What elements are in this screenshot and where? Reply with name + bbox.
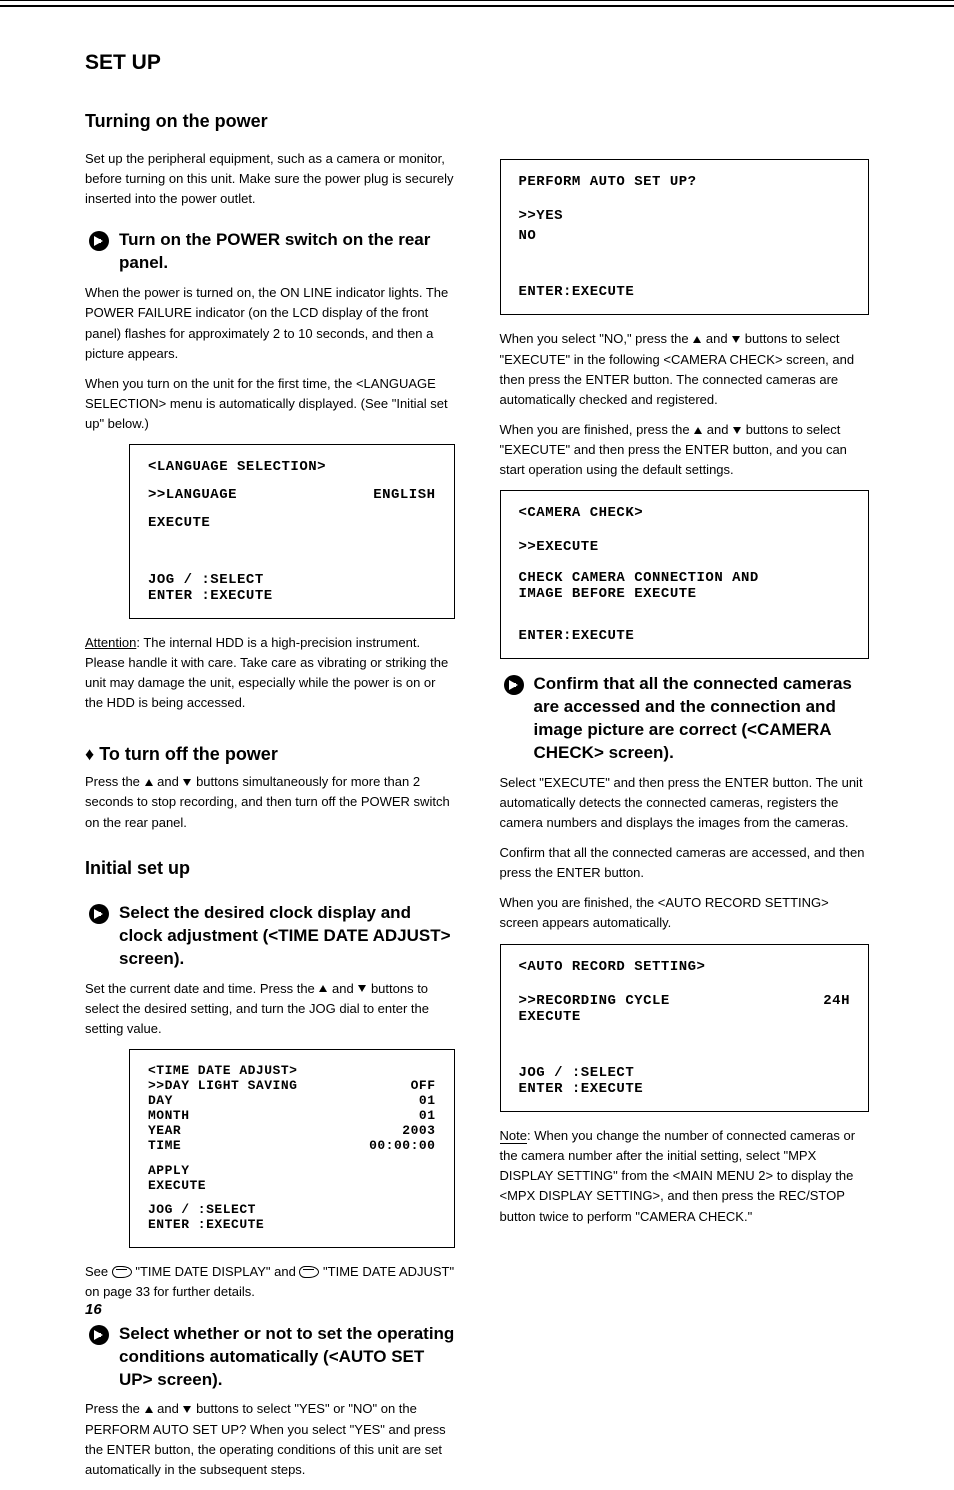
- asu-footer: ENTER:EXECUTE: [519, 284, 851, 300]
- langbox-title: <LANGUAGE SELECTION>: [148, 459, 436, 475]
- camera-check-screen: <CAMERA CHECK> >>EXECUTE CHECK CAMERA CO…: [500, 490, 870, 658]
- step4-label: Confirm that all the connected cameras a…: [534, 673, 870, 765]
- ars-recycle-val: 24H: [823, 993, 850, 1009]
- step-1: Turn on the POWER switch on the rear pan…: [85, 227, 455, 275]
- step3-text: Press the and buttons to select "YES" or…: [85, 1399, 455, 1480]
- timebox-apply: APPLY: [148, 1164, 436, 1179]
- time-date-adjust-screen: <TIME DATE ADJUST> >>DAY LIGHT SAVING OFF…: [129, 1049, 455, 1248]
- language-selection-screen: <LANGUAGE SELECTION> >>LANGUAGE ENGLISH …: [129, 444, 455, 618]
- asu-yes: >>YES: [519, 208, 851, 224]
- cam-msg1: CHECK CAMERA CONNECTION AND: [519, 570, 851, 586]
- left-column: Turning on the power Set up the peripher…: [85, 96, 455, 1490]
- timebox-footer2: ENTER :EXECUTE: [148, 1218, 436, 1233]
- cam-title: <CAMERA CHECK>: [519, 505, 851, 521]
- ars-execute: EXECUTE: [519, 1009, 851, 1025]
- timebox-month: MONTH: [148, 1109, 190, 1124]
- langbox-execute: EXECUTE: [148, 515, 436, 531]
- arrow-right-icon: [85, 1321, 113, 1355]
- section-heading-power-on: Turning on the power: [85, 108, 455, 135]
- step2-text: Set the current date and time. Press the…: [85, 979, 455, 1039]
- timebox-time-val: 00:00:00: [369, 1139, 435, 1154]
- arrow-right-icon: [85, 227, 113, 261]
- ref-icon: [112, 1266, 132, 1278]
- auto-setup-screen: PERFORM AUTO SET UP? >>YES NO ENTER:EXEC…: [500, 159, 870, 315]
- timebox-year: YEAR: [148, 1124, 181, 1139]
- auto-record-setting-screen: <AUTO RECORD SETTING> >>RECORDING CYCLE …: [500, 944, 870, 1112]
- step4-after1: Confirm that all the connected cameras a…: [500, 843, 870, 883]
- cam-execute: >>EXECUTE: [519, 539, 851, 555]
- page-content: SET UP Turning on the power Set up the p…: [0, 7, 954, 1490]
- timebox-year-val: 2003: [402, 1124, 435, 1139]
- after-auto-text2: When you are finished, press the and but…: [500, 420, 870, 480]
- ars-title: <AUTO RECORD SETTING>: [519, 959, 851, 975]
- power-off-heading-text: To turn off the power: [99, 744, 278, 764]
- langbox-lang-label: >>LANGUAGE: [148, 487, 237, 503]
- cam-footer: ENTER:EXECUTE: [519, 628, 851, 644]
- ars-footer2: ENTER :EXECUTE: [519, 1081, 851, 1097]
- step-2: Select the desired clock display and clo…: [85, 900, 455, 971]
- step1-text1: When the power is turned on, the ON LINE…: [85, 283, 455, 364]
- asu-no: NO: [519, 228, 851, 244]
- langbox-lang-value: ENGLISH: [373, 487, 435, 503]
- step3-label: Select whether or not to set the operati…: [119, 1323, 455, 1392]
- timebox-dls-val: OFF: [411, 1079, 436, 1094]
- step4-text: Select "EXECUTE" and then press the ENTE…: [500, 773, 870, 833]
- note-text: When you change the number of connected …: [500, 1128, 856, 1224]
- step4-after2: When you are finished, the <AUTO RECORD …: [500, 893, 870, 933]
- right-column: Initial set up PERFORM AUTO SET UP? >>YE…: [500, 96, 870, 1490]
- timebox-title: <TIME DATE ADJUST>: [148, 1064, 436, 1079]
- timebox-dls: >>DAY LIGHT SAVING: [148, 1079, 297, 1094]
- langbox-footer1: JOG / :SELECT: [148, 572, 436, 588]
- note-block: Note: When you change the number of conn…: [500, 1126, 870, 1227]
- timebox-day: DAY: [148, 1094, 173, 1109]
- page-number: 16: [85, 1299, 102, 1322]
- step1-text2: When you turn on the unit for the first …: [85, 374, 455, 434]
- arrow-right-icon: [500, 671, 528, 705]
- after-auto-text1: When you select "NO," press the and butt…: [500, 329, 870, 410]
- step1-label: Turn on the POWER switch on the rear pan…: [119, 229, 455, 275]
- page-title: SET UP: [85, 47, 869, 79]
- step2-label: Select the desired clock display and clo…: [119, 902, 455, 971]
- step-3: Select whether or not to set the operati…: [85, 1321, 455, 1392]
- cam-msg2: IMAGE BEFORE EXECUTE: [519, 586, 851, 602]
- initial-setup-heading-inline: Initial set up: [85, 855, 455, 882]
- step-4: Confirm that all the connected cameras a…: [500, 671, 870, 765]
- attention-label: Attention: [85, 635, 136, 650]
- ars-recycle: >>RECORDING CYCLE: [519, 993, 670, 1009]
- timebox-month-val: 01: [419, 1109, 436, 1124]
- timebox-footer1: JOG / :SELECT: [148, 1203, 436, 1218]
- power-off-text: Press the and buttons simultaneously for…: [85, 772, 455, 832]
- ars-footer1: JOG / :SELECT: [519, 1065, 851, 1081]
- ref-icon: [299, 1266, 319, 1278]
- time-see-refs: See "TIME DATE DISPLAY" and "TIME DATE A…: [85, 1262, 455, 1302]
- power-off-heading: ♦ To turn off the power: [85, 741, 455, 768]
- arrow-right-icon: [85, 900, 113, 934]
- attention-block: Attention: The internal HDD is a high-pr…: [85, 633, 455, 714]
- section1-text: Set up the peripheral equipment, such as…: [85, 149, 455, 209]
- timebox-time: TIME: [148, 1139, 181, 1154]
- timebox-day-val: 01: [419, 1094, 436, 1109]
- langbox-footer2: ENTER :EXECUTE: [148, 588, 436, 604]
- note-label: Note: [500, 1128, 527, 1144]
- asu-title: PERFORM AUTO SET UP?: [519, 174, 851, 190]
- timebox-execute: EXECUTE: [148, 1179, 436, 1194]
- attention-text: The internal HDD is a high-precision ins…: [85, 635, 448, 710]
